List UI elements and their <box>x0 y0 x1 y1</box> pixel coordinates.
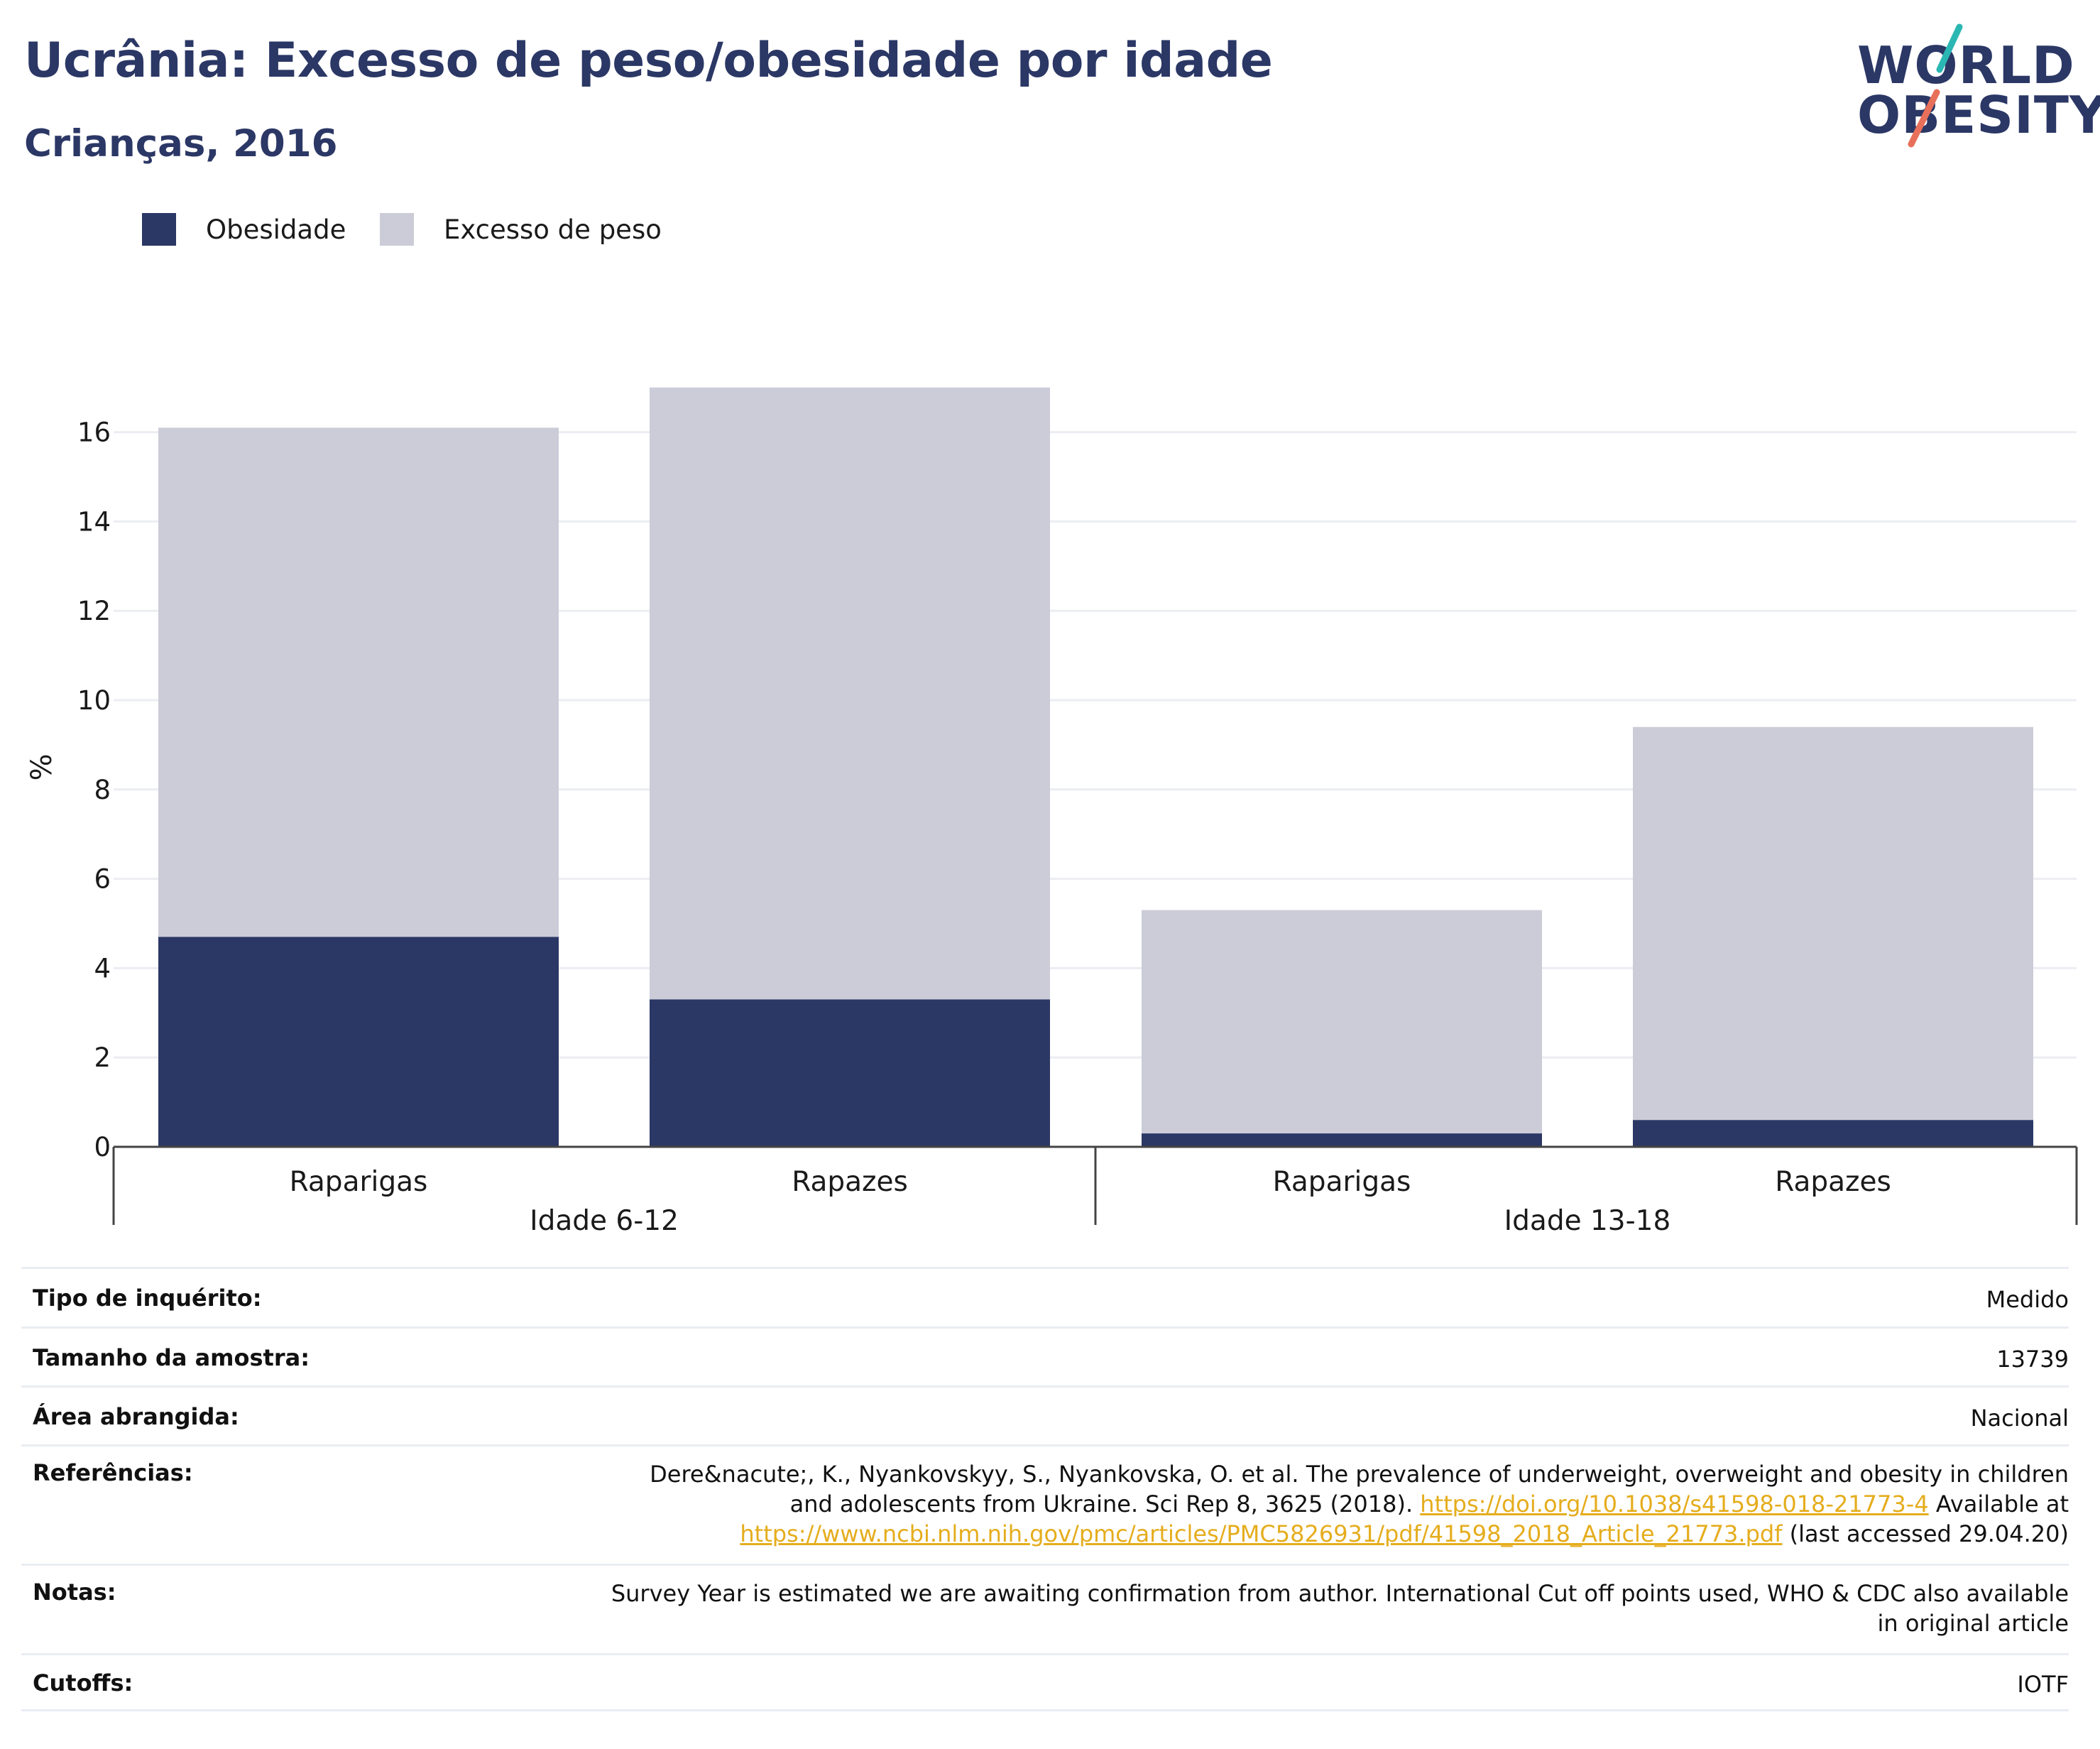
y-tick-label: 0 <box>94 1132 111 1162</box>
y-tick-label: 14 <box>77 506 111 537</box>
y-axis-label: % <box>26 753 58 780</box>
info-row-survey-type: Tipo de inquérito: Medido <box>21 1267 2069 1326</box>
bar-obesity <box>1142 1133 1542 1147</box>
info-value: 13739 <box>1996 1346 2069 1373</box>
y-tick-label: 16 <box>77 418 111 448</box>
x-group-label: Idade 6-12 <box>530 1205 679 1236</box>
bar-obesity <box>650 999 1050 1147</box>
info-label: Referências: <box>33 1459 193 1486</box>
info-label: Cutoffs: <box>33 1669 133 1696</box>
info-row-references: Referências: Dere&nacute;, K., Nyankovsk… <box>21 1444 2069 1564</box>
references-text: Dere&nacute;, K., Nyankovskyy, S., Nyank… <box>649 1459 2069 1549</box>
info-row-notes: Notas: Survey Year is estimated we are a… <box>21 1564 2069 1653</box>
logo-line-1: WORLD <box>1857 36 2075 95</box>
info-value: Nacional <box>1970 1405 2069 1432</box>
logo-slash-icon <box>1908 23 1963 148</box>
y-tick-label: 6 <box>94 864 111 895</box>
chart-title: Ucrânia: Excesso de peso/obesidade por i… <box>24 33 1273 89</box>
x-category-label: Raparigas <box>1273 1166 1411 1198</box>
info-value: Medido <box>1986 1286 2069 1313</box>
bar-obesity <box>1633 1120 2033 1147</box>
bar-overweight <box>1142 910 1542 1134</box>
bar-overweight <box>650 387 1050 1000</box>
y-tick-label: 2 <box>94 1042 111 1073</box>
info-label: Notas: <box>33 1579 116 1606</box>
bar-obesity <box>158 937 559 1147</box>
references-available-at: Available at <box>1935 1491 2069 1518</box>
legend-label-overweight: Excesso de peso <box>444 214 662 245</box>
legend-swatch-obesity <box>142 213 176 246</box>
info-label: Tamanho da amostra: <box>33 1344 310 1371</box>
info-row-cutoffs: Cutoffs: IOTF <box>21 1653 2069 1711</box>
logo-line-2: OBESITY <box>1857 85 2100 145</box>
y-tick-label: 4 <box>94 953 111 984</box>
world-obesity-logo: WORLD OBESITY <box>1853 21 2100 153</box>
x-category-label: Rapazes <box>792 1166 908 1198</box>
doi-link[interactable]: https://doi.org/10.1038/s41598-018-21773… <box>1420 1491 1929 1518</box>
x-category-label: Rapazes <box>1775 1166 1891 1198</box>
chart-subtitle: Crianças, 2016 <box>24 122 338 165</box>
legend-label-obesity: Obesidade <box>206 214 346 245</box>
y-tick-label: 8 <box>94 775 111 805</box>
y-tick-label: 10 <box>77 685 111 716</box>
info-row-area: Área abrangida: Nacional <box>21 1385 2069 1444</box>
info-label: Tipo de inquérito: <box>33 1285 262 1312</box>
stacked-bar-chart: 0 2 4 6 8 10 12 14 16% Raparigas Rapazes Raparigas R… <box>26 387 2078 1236</box>
references-accessed: (last accessed 29.04.20) <box>1789 1520 2069 1547</box>
y-tick-label: 12 <box>77 596 111 626</box>
bar-overweight <box>158 427 559 937</box>
info-value: IOTF <box>2017 1671 2069 1698</box>
x-category-label: Raparigas <box>290 1166 428 1198</box>
survey-info-table: Tipo de inquérito: Medido Tamanho da amo… <box>21 1267 2069 1711</box>
x-group-label: Idade 13-18 <box>1504 1205 1671 1236</box>
info-value: Survey Year is estimated we are awaiting… <box>611 1580 2069 1637</box>
legend-swatch-overweight <box>380 213 414 246</box>
references-citation: Dere&nacute;, K., Nyankovskyy, S., Nyank… <box>650 1461 2069 1518</box>
info-label: Área abrangida: <box>33 1403 239 1430</box>
bar-overweight <box>1633 726 2033 1121</box>
pdf-link[interactable]: https://www.ncbi.nlm.nih.gov/pmc/article… <box>740 1520 1783 1547</box>
info-row-sample-size: Tamanho da amostra: 13739 <box>21 1326 2069 1385</box>
